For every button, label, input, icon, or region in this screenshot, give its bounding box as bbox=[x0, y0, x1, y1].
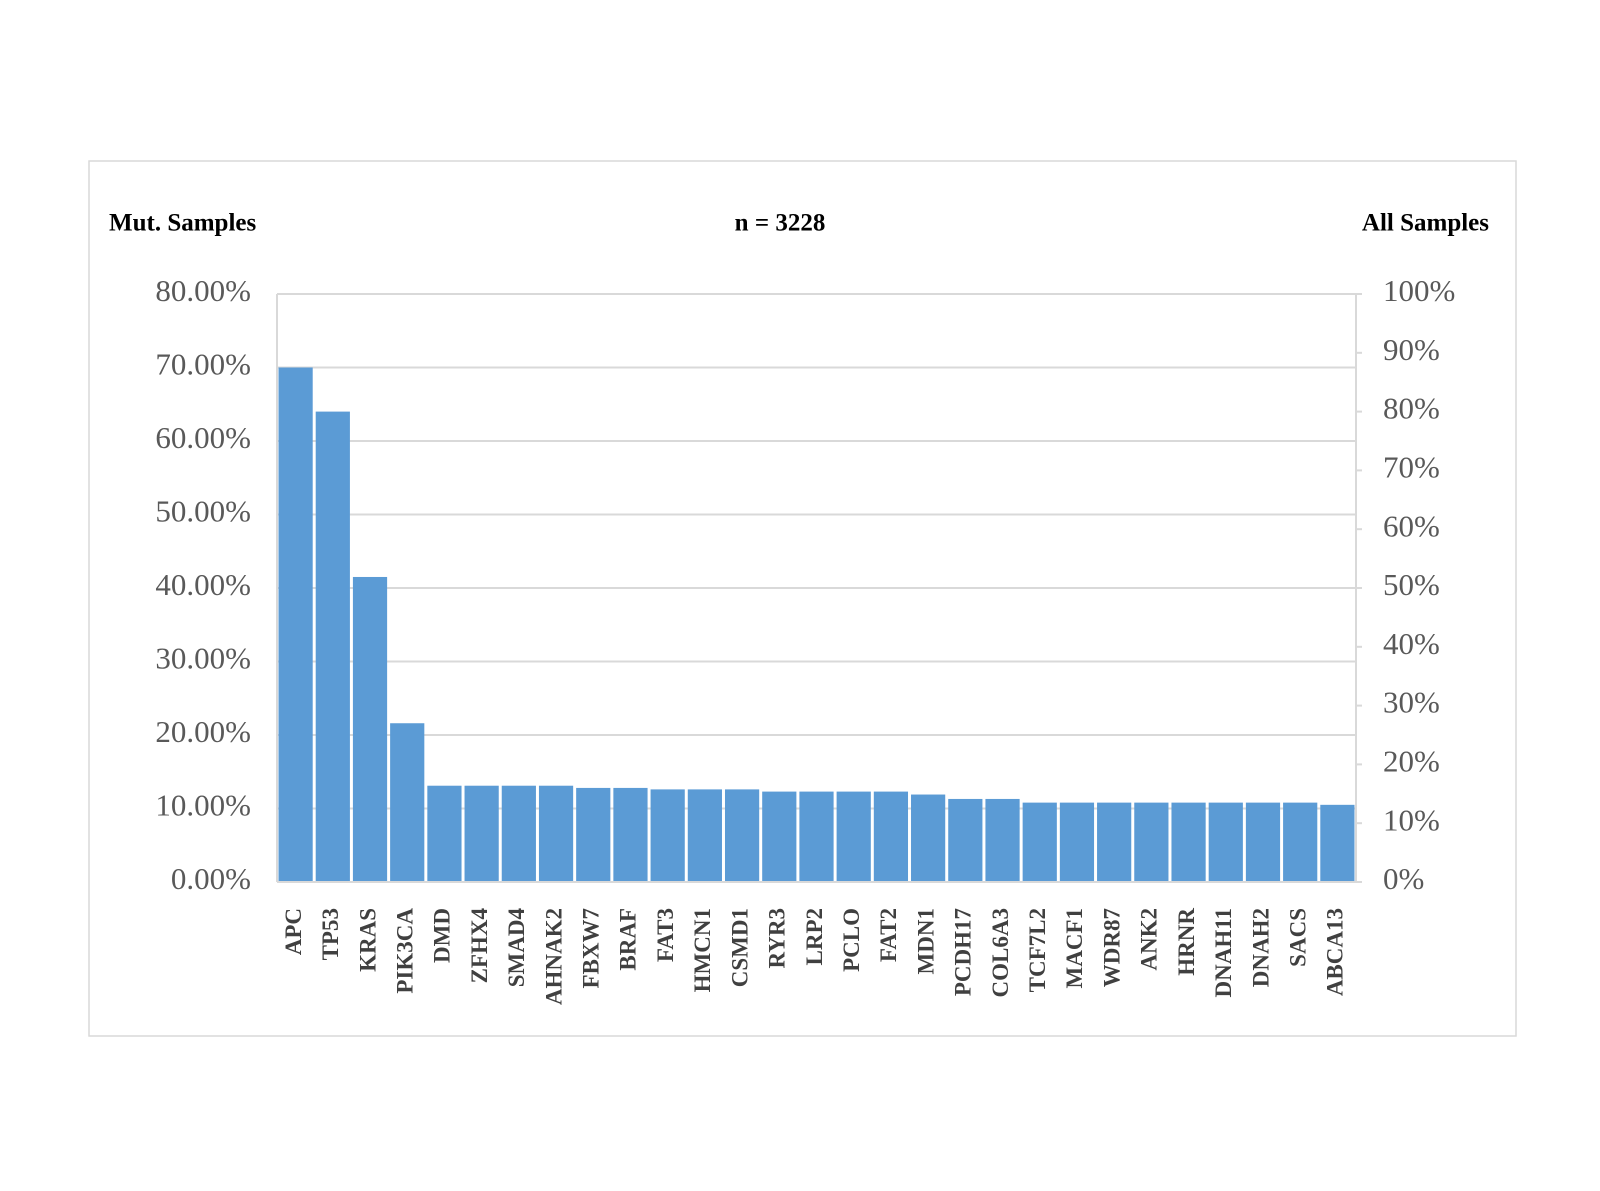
bar bbox=[724, 789, 760, 882]
y2-tick-label: 10% bbox=[1383, 802, 1440, 837]
bar bbox=[911, 794, 946, 882]
y2-tick-label: 20% bbox=[1383, 744, 1440, 779]
bar bbox=[650, 789, 685, 882]
chart-title: n = 3228 bbox=[735, 210, 826, 237]
y-tick-label: 80.00% bbox=[155, 273, 251, 308]
bar bbox=[576, 787, 611, 882]
x-tick-label: ANK2 bbox=[1137, 908, 1162, 971]
x-tick-label: FAT3 bbox=[653, 908, 678, 962]
bar bbox=[352, 576, 388, 882]
x-tick-label: CSMD1 bbox=[727, 908, 752, 987]
bar bbox=[1134, 802, 1169, 882]
x-tick-label: SACS bbox=[1285, 908, 1310, 967]
bar bbox=[1320, 804, 1355, 882]
y2-tick-label: 60% bbox=[1383, 508, 1440, 543]
y-tick-label: 10.00% bbox=[155, 788, 251, 823]
y-tick-label: 20.00% bbox=[155, 714, 251, 749]
x-tick-label: MDN1 bbox=[913, 908, 938, 974]
bar bbox=[687, 789, 722, 882]
bar bbox=[948, 798, 983, 882]
y2-tick-label: 40% bbox=[1383, 626, 1440, 661]
y2-tick-label: 90% bbox=[1383, 332, 1440, 367]
x-tick-label: COL6A3 bbox=[988, 908, 1013, 997]
y-tick-label: 30.00% bbox=[155, 641, 251, 676]
x-tick-label: HRNR bbox=[1174, 908, 1199, 976]
x-tick-label: WDR87 bbox=[1099, 908, 1124, 987]
y2-axis-title: All Samples bbox=[1362, 210, 1489, 237]
x-tick-label: DNAH2 bbox=[1248, 908, 1273, 987]
x-tick-label: PIK3CA bbox=[393, 908, 418, 994]
y2-tick-label: 30% bbox=[1383, 685, 1440, 720]
bar bbox=[464, 785, 499, 882]
x-tick-label: DNAH11 bbox=[1211, 908, 1236, 997]
bar bbox=[836, 791, 871, 882]
bar bbox=[1059, 802, 1095, 882]
x-tick-label: DMD bbox=[430, 908, 455, 963]
y-axis-title: Mut. Samples bbox=[109, 210, 257, 237]
bar bbox=[278, 367, 313, 882]
x-tick-label: ABCA13 bbox=[1323, 908, 1348, 996]
x-tick-label: HMCN1 bbox=[690, 908, 715, 992]
bar bbox=[538, 785, 574, 882]
x-tick-label: RYR3 bbox=[765, 908, 790, 969]
bar bbox=[501, 785, 536, 882]
bar bbox=[799, 791, 834, 882]
bar bbox=[315, 411, 350, 882]
y-tick-label: 70.00% bbox=[155, 347, 251, 382]
y2-tick-label: 50% bbox=[1383, 567, 1440, 602]
y2-tick-label: 70% bbox=[1383, 450, 1440, 485]
bar bbox=[390, 723, 425, 882]
bar bbox=[985, 798, 1020, 882]
bar bbox=[1097, 802, 1132, 882]
x-tick-label: PCLO bbox=[839, 908, 864, 972]
x-tick-label: MACF1 bbox=[1062, 908, 1087, 988]
x-tick-label: ZFHX4 bbox=[467, 908, 492, 984]
bar bbox=[1245, 802, 1281, 882]
bar bbox=[1171, 802, 1206, 882]
bar bbox=[427, 785, 462, 882]
x-tick-label: BRAF bbox=[616, 908, 641, 971]
bar bbox=[1022, 802, 1057, 882]
bar bbox=[613, 787, 648, 882]
x-tick-label: TP53 bbox=[318, 908, 343, 960]
y-tick-label: 50.00% bbox=[155, 494, 251, 529]
y2-tick-label: 100% bbox=[1383, 273, 1455, 308]
bar bbox=[1208, 802, 1243, 882]
x-tick-label: SMAD4 bbox=[504, 908, 529, 988]
y-tick-label: 60.00% bbox=[155, 420, 251, 455]
bar bbox=[1283, 802, 1318, 882]
y-tick-label: 40.00% bbox=[155, 567, 251, 602]
x-tick-label: PCDH17 bbox=[951, 908, 976, 996]
x-tick-label: APC bbox=[281, 908, 306, 955]
bar bbox=[762, 791, 797, 882]
bar bbox=[873, 791, 909, 882]
x-tick-label: FAT2 bbox=[876, 908, 901, 962]
y2-tick-label: 0% bbox=[1383, 861, 1424, 896]
x-tick-label: TCF7L2 bbox=[1025, 908, 1050, 992]
y-tick-label: 0.00% bbox=[171, 861, 251, 896]
x-tick-label: FBXW7 bbox=[579, 908, 604, 989]
x-tick-label: LRP2 bbox=[802, 908, 827, 966]
y2-tick-label: 80% bbox=[1383, 391, 1440, 426]
x-tick-label: KRAS bbox=[355, 908, 380, 972]
x-tick-label: AHNAK2 bbox=[541, 908, 566, 1005]
